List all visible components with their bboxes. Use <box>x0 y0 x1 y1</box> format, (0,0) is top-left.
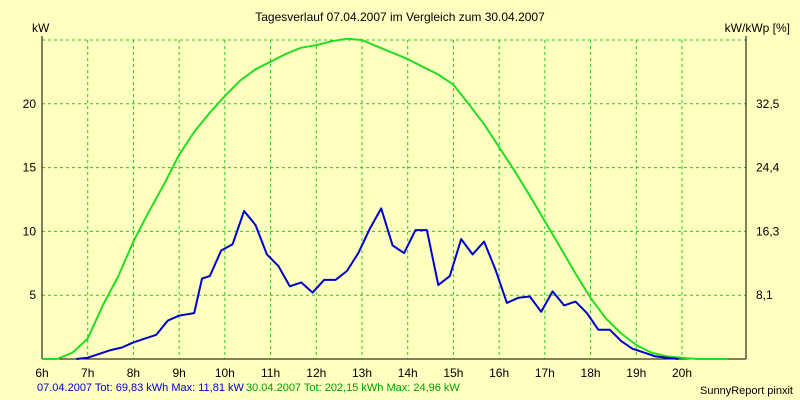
series-layer <box>42 37 728 360</box>
series1-summary: 07.04.2007 Tot: 69,83 kWh Max: 11,81 kW <box>37 382 244 394</box>
series2-summary: 30.04.2007 Tot: 202,15 kWh Max: 24,96 kW <box>246 382 460 394</box>
x-tick-label: 16h <box>489 366 509 380</box>
x-tick-label: 13h <box>352 366 372 380</box>
chart-title: Tagesverlauf 07.04.2007 im Vergleich zum… <box>255 10 545 24</box>
x-tick-label: 17h <box>535 366 555 380</box>
right-axis-unit: kW/kWp [%] <box>724 21 790 35</box>
y-tick-label: 15 <box>23 161 37 175</box>
x-tick-label: 10h <box>215 366 235 380</box>
y2-tick-label: 32,5 <box>756 97 780 111</box>
grid <box>42 39 747 359</box>
left-axis-unit: kW <box>32 21 50 35</box>
brand-label: SunnyReport pinxit <box>700 385 793 397</box>
x-tick-label: 7h <box>81 366 94 380</box>
y2-tick-label: 24,4 <box>756 161 780 175</box>
series-line-07-04-2007 <box>76 207 679 360</box>
y-tick-label: 5 <box>29 288 36 302</box>
x-tick-label: 15h <box>443 366 463 380</box>
x-tick-label: 19h <box>626 366 646 380</box>
x-tick-label: 12h <box>306 366 326 380</box>
series-line-30-04-2007 <box>42 37 728 360</box>
x-tick-label: 18h <box>581 366 601 380</box>
x-tick-label: 9h <box>172 366 185 380</box>
y-tick-label: 10 <box>23 224 37 238</box>
x-tick-label: 11h <box>261 366 280 380</box>
x-tick-label: 14h <box>398 366 418 380</box>
x-tick-label: 8h <box>127 366 140 380</box>
axes <box>41 36 747 360</box>
y2-tick-label: 8,1 <box>756 288 773 302</box>
y2-tick-label: 16,3 <box>756 224 780 238</box>
x-tick-label: 6h <box>35 366 48 380</box>
tick-labels: 6h 7h 8h 9h 10h 11h 12h 13h 14h 15h 16h 17h 18h 19h 20… <box>23 97 780 380</box>
x-tick-label: 20h <box>672 366 692 380</box>
y-tick-label: 20 <box>23 97 37 111</box>
